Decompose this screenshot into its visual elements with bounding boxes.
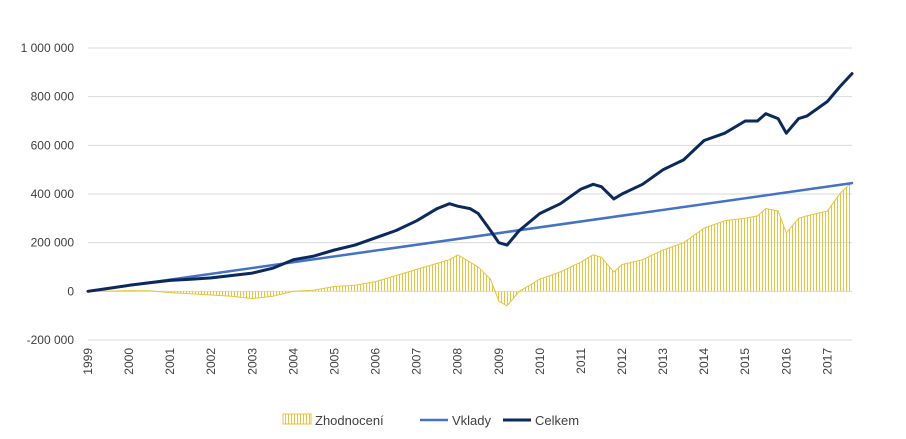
x-tick-label: 2007 xyxy=(410,348,424,375)
series-line-1 xyxy=(86,181,854,293)
x-tick-label: 2012 xyxy=(615,348,629,375)
x-tick-label: 2014 xyxy=(697,348,711,375)
legend-label: Vklady xyxy=(452,413,492,428)
y-tick-label: 400 000 xyxy=(31,187,75,201)
x-axis-ticks: 1999 2000 2001 2002 2003 2004 2005 2006 2007 2008… xyxy=(81,348,834,375)
y-tick-label: 0 xyxy=(67,284,74,298)
x-tick-label: 2008 xyxy=(451,348,465,375)
x-tick-label: 2005 xyxy=(327,348,341,375)
x-tick-label: 2004 xyxy=(286,348,300,375)
legend-label: Zhodnocení xyxy=(315,413,384,428)
x-tick-label: 2000 xyxy=(122,348,136,375)
gridlines xyxy=(88,47,852,341)
x-tick-label: 1999 xyxy=(81,348,95,375)
series-area-0 xyxy=(88,181,852,306)
legend-label: Celkem xyxy=(535,413,579,428)
x-tick-label: 2017 xyxy=(820,348,834,375)
y-tick-label: 800 000 xyxy=(31,90,75,104)
x-tick-label: 2010 xyxy=(533,348,547,375)
x-tick-label: 2003 xyxy=(245,348,259,375)
x-tick-label: 2009 xyxy=(492,348,506,375)
series-line-2 xyxy=(86,72,854,293)
series-outline-0 xyxy=(87,181,853,307)
y-tick-label: 1 000 000 xyxy=(21,41,75,55)
x-tick-label: 2015 xyxy=(738,348,752,375)
x-tick-label: 2011 xyxy=(574,348,588,374)
y-tick-label: -200 000 xyxy=(27,333,75,347)
series-layer xyxy=(86,72,854,307)
y-axis-ticks: 1 000 000 800 000 600 000 400 000 200 000 0 -2… xyxy=(21,41,75,347)
x-tick-label: 2002 xyxy=(204,348,218,375)
legend: Zhodnocení Vklady Celkem xyxy=(282,413,579,428)
x-tick-label: 2013 xyxy=(656,348,670,375)
x-tick-label: 2016 xyxy=(779,348,793,375)
x-tick-label: 2006 xyxy=(369,348,383,375)
y-tick-label: 600 000 xyxy=(31,138,75,152)
x-tick-label: 2001 xyxy=(163,348,177,375)
legend-swatch xyxy=(282,413,312,425)
y-tick-label: 200 000 xyxy=(31,236,75,250)
